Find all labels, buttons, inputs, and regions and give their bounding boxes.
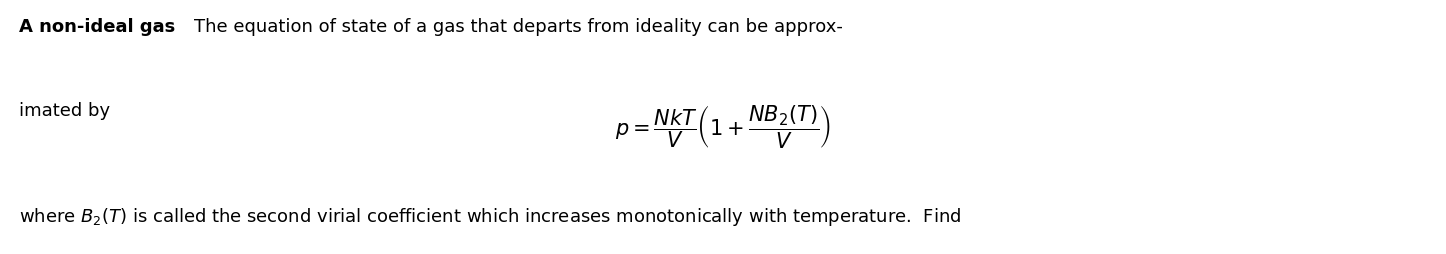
Text: A non-ideal gas: A non-ideal gas bbox=[19, 18, 175, 36]
Text: $p = \dfrac{NkT}{V}\left(1 + \dfrac{NB_2(T)}{V}\right)$: $p = \dfrac{NkT}{V}\left(1 + \dfrac{NB_2… bbox=[615, 103, 831, 151]
Text: The equation of state of a gas that departs from ideality can be approx-: The equation of state of a gas that depa… bbox=[171, 18, 843, 36]
Text: imated by: imated by bbox=[19, 102, 110, 120]
Text: where $B_2(T)$ is called the second virial coefficient which increases monotonic: where $B_2(T)$ is called the second viri… bbox=[19, 206, 962, 228]
